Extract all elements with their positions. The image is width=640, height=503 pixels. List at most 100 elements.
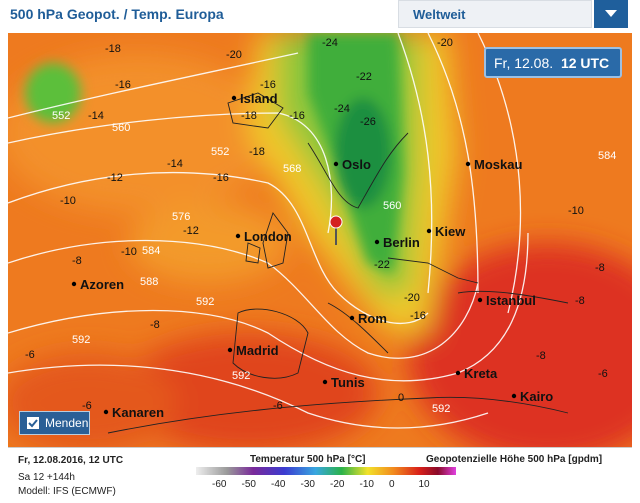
contour-label: 592 <box>232 370 250 382</box>
contour-label: 0 <box>398 392 404 404</box>
city-dot <box>235 233 241 239</box>
contour-label: -14 <box>88 110 104 122</box>
tick-label: 0 <box>389 479 395 490</box>
city-label: Kairo <box>520 389 553 404</box>
city-dot <box>227 347 233 353</box>
city-label: Madrid <box>236 343 279 358</box>
city-dot <box>426 228 432 234</box>
tick-label: -10 <box>359 479 374 490</box>
city-label: Island <box>240 91 278 106</box>
contour-label: -14 <box>167 158 183 170</box>
city-label: Kanaren <box>112 405 164 420</box>
city-label: Rom <box>358 311 387 326</box>
city-dot <box>333 161 339 167</box>
city-label: Istanbul <box>486 293 536 308</box>
city-dot <box>455 370 461 376</box>
contour-label: 560 <box>112 122 130 134</box>
contour-label: -8 <box>150 319 160 331</box>
tick-label: -20 <box>330 479 345 490</box>
contour-label: -12 <box>107 172 123 184</box>
city-dot <box>374 239 380 245</box>
contour-label: -16 <box>289 110 305 122</box>
city-dot <box>322 379 328 385</box>
contour-label: -18 <box>105 43 121 55</box>
contour-label: 576 <box>172 211 190 223</box>
contour-label: 588 <box>140 276 158 288</box>
city-dot <box>511 393 517 399</box>
time-badge: Fr, 12.08. 12 UTC <box>484 47 622 78</box>
city-label: Azoren <box>80 277 124 292</box>
region-dropdown[interactable]: Weltweit <box>398 0 592 28</box>
contour-label: 592 <box>432 403 450 415</box>
contour-label: 584 <box>142 245 160 257</box>
badge-time: 12 UTC <box>560 55 610 71</box>
contour-label: 592 <box>196 296 214 308</box>
footer-run: Sa 12 +144h <box>18 472 75 483</box>
tick-label: -30 <box>300 479 315 490</box>
contour-label: 560 <box>383 200 401 212</box>
city-label: Berlin <box>383 235 420 250</box>
contour-label: -6 <box>25 349 35 361</box>
arrow-icon <box>605 10 617 17</box>
contour-label: -10 <box>121 246 137 258</box>
footer-date: Fr, 12.08.2016, 12 UTC <box>18 455 124 466</box>
tick-label: 10 <box>418 479 430 490</box>
contour-label: -6 <box>82 400 92 412</box>
city-label: Tunis <box>331 375 365 390</box>
contour-label: -20 <box>437 37 453 49</box>
contour-label: -16 <box>115 79 131 91</box>
temperature-title: Temperatur 500 hPa [°C] <box>250 454 366 465</box>
tick-label: -40 <box>271 479 286 490</box>
city-dot <box>465 161 471 167</box>
city-label: London <box>244 229 292 244</box>
contour-label: -18 <box>241 110 257 122</box>
contour-label: -10 <box>568 205 584 217</box>
contour-label: 584 <box>598 150 616 162</box>
city-dot <box>231 95 237 101</box>
contour-label: -20 <box>404 292 420 304</box>
contour-label: -18 <box>249 146 265 158</box>
badge-date: Fr, 12.08. <box>494 55 554 71</box>
weather-map: Island Oslo Moskau London Berlin Kiew Azoren Is… <box>8 33 632 447</box>
contour-label: -24 <box>322 37 338 49</box>
contour-label: 568 <box>283 163 301 175</box>
contour-label: 552 <box>52 110 70 122</box>
contour-label: -16 <box>410 310 426 322</box>
contour-label: -6 <box>598 368 608 380</box>
contour-label: 592 <box>72 334 90 346</box>
city-dot <box>103 409 109 415</box>
contour-label: -8 <box>595 262 605 274</box>
city-dot <box>71 281 77 287</box>
city-dot <box>477 297 483 303</box>
dropdown-button[interactable] <box>594 0 628 28</box>
contour-label: -10 <box>60 195 76 207</box>
height-title: Geopotenzielle Höhe 500 hPa [gpdm] <box>426 454 603 465</box>
page-title: 500 hPa Geopot. / Temp. Europa <box>10 6 224 22</box>
footer-model: Modell: IFS (ECMWF) <box>18 486 116 497</box>
tick-label: -60 <box>212 479 227 490</box>
contour-label: -16 <box>260 79 276 91</box>
contour-label: -20 <box>226 49 242 61</box>
contour-label: 552 <box>211 146 229 158</box>
contour-label: -24 <box>334 103 350 115</box>
city-label: Oslo <box>342 157 371 172</box>
contour-label: -8 <box>575 295 585 307</box>
location-pin <box>329 215 343 245</box>
check-icon <box>27 417 39 429</box>
location-button[interactable]: Menden <box>19 411 90 435</box>
contour-label: -22 <box>356 71 372 83</box>
contour-label: -22 <box>374 259 390 271</box>
location-label: Menden <box>45 416 89 430</box>
city-dot <box>349 315 355 321</box>
contour-label: -6 <box>273 400 283 412</box>
footer: Fr, 12.08.2016, 12 UTC Sa 12 +144h Model… <box>8 447 632 503</box>
contour-label: -12 <box>183 225 199 237</box>
city-label: Moskau <box>474 157 522 172</box>
contour-label: -8 <box>72 255 82 267</box>
contour-label: -16 <box>213 172 229 184</box>
tick-label: -50 <box>241 479 256 490</box>
contour-label: -26 <box>360 116 376 128</box>
city-label: Kreta <box>464 366 498 381</box>
city-label: Kiew <box>435 224 466 239</box>
